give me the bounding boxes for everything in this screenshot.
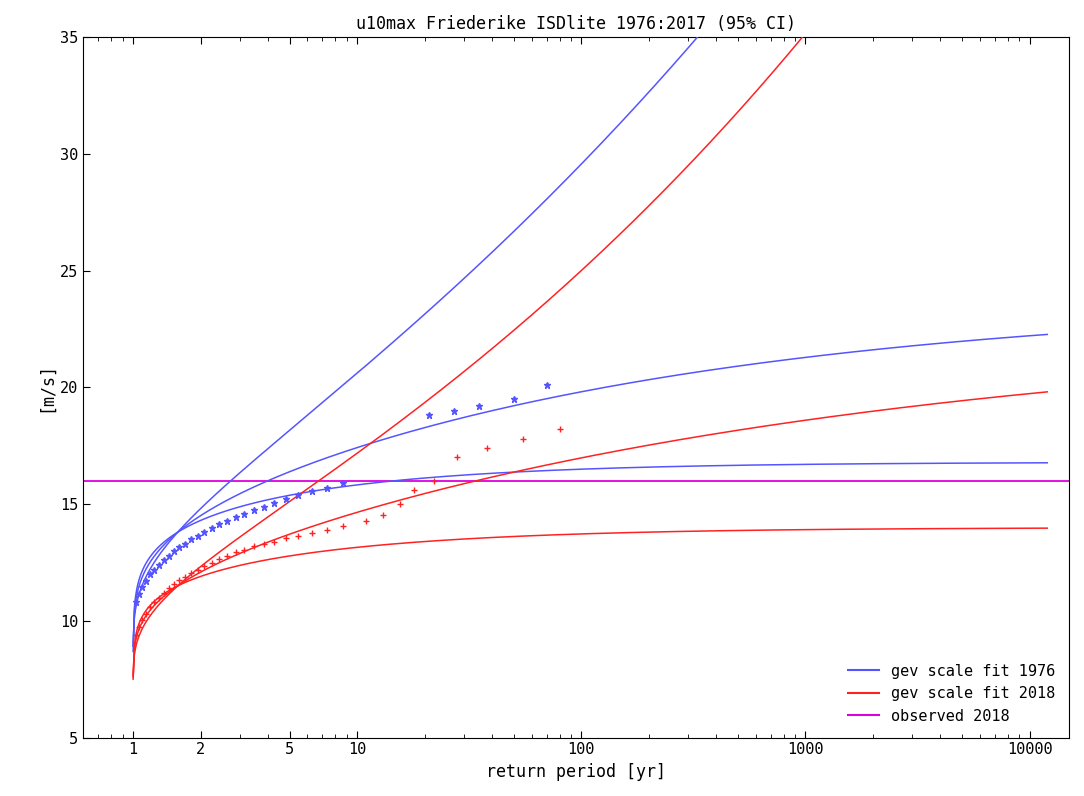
X-axis label: return period [yr]: return period [yr] <box>486 763 667 781</box>
Title: u10max Friederike ISDlite 1976:2017 (95% CI): u10max Friederike ISDlite 1976:2017 (95%… <box>357 15 796 33</box>
Legend: gev scale fit 1976, gev scale fit 2018, observed 2018: gev scale fit 1976, gev scale fit 2018, … <box>842 657 1061 730</box>
Y-axis label: [m/s]: [m/s] <box>37 362 54 412</box>
